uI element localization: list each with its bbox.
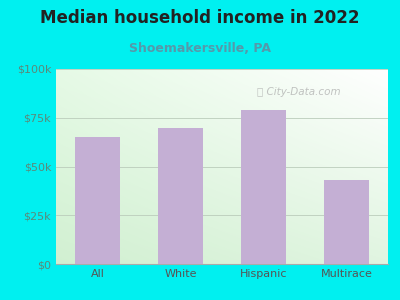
Bar xyxy=(324,180,369,264)
Text: Median household income in 2022: Median household income in 2022 xyxy=(40,9,360,27)
Bar xyxy=(158,128,203,264)
Text: Shoemakersville, PA: Shoemakersville, PA xyxy=(129,42,271,55)
Bar xyxy=(241,110,286,264)
Bar xyxy=(75,137,120,264)
Text: ⓘ City-Data.com: ⓘ City-Data.com xyxy=(256,87,340,98)
